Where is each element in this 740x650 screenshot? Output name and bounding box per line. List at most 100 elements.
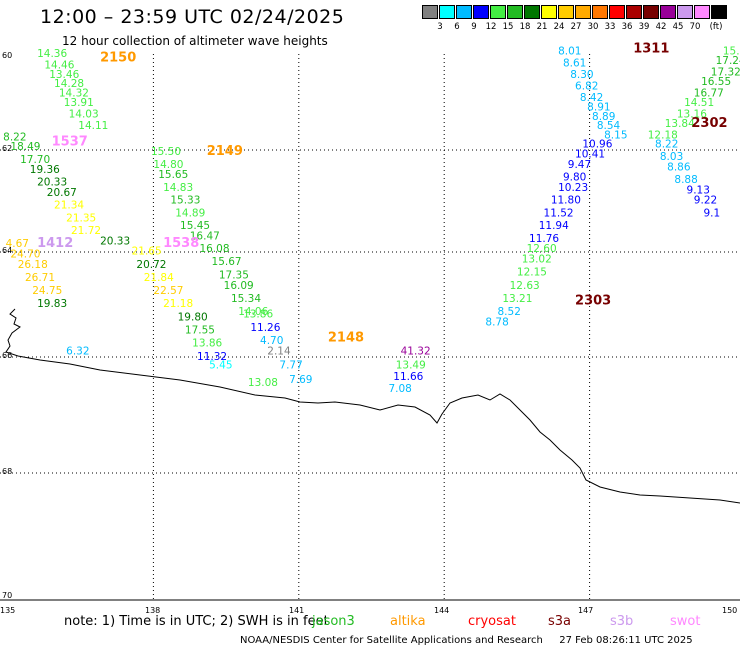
wave-height-value: 11.76 <box>529 233 559 245</box>
wave-height-value: 20.33 <box>100 235 130 247</box>
legend-label: 27 <box>570 22 582 32</box>
legend-swatch <box>507 5 523 19</box>
legend-label: 36 <box>621 22 633 32</box>
wave-height-value: 20.67 <box>47 187 77 199</box>
pass-id-2150: 2150 <box>100 51 136 66</box>
map-title: 12:00 – 23:59 UTC 02/24/2025 <box>40 6 345 28</box>
wave-height-value: 13.16 <box>677 108 707 120</box>
legend-label: 45 <box>672 22 684 32</box>
legend-unit: (ft) <box>709 22 723 32</box>
satellite-legend-cryosat: cryosat <box>468 614 516 629</box>
wave-height-value: 15.34 <box>231 293 261 305</box>
wave-height-value: 14.06 <box>238 306 268 318</box>
legend-label: 15 <box>502 22 514 32</box>
wave-height-value: 11.94 <box>539 220 569 232</box>
wave-height-value: 8.89 <box>592 111 615 123</box>
wave-height-value: 26.71 <box>25 272 55 284</box>
wave-height-value: 13.02 <box>522 254 552 266</box>
wave-height-value: 17.24 <box>716 55 740 67</box>
wave-height-value: 16.55 <box>701 76 731 88</box>
legend-swatch <box>694 5 710 19</box>
wave-height-value: 21.72 <box>71 225 101 237</box>
timestamp: 27 Feb 08:26:11 UTC 2025 <box>559 635 693 646</box>
track-2302: 15.0017.2417.3216.5516.7714.5113.1613.84… <box>648 46 740 220</box>
wave-height-value: 9.22 <box>694 195 717 207</box>
wave-height-value: 10.23 <box>558 182 588 194</box>
wave-height-value: 17.35 <box>219 269 249 281</box>
wave-height-value: 15.50 <box>151 146 181 158</box>
satellite-legend-s3a: s3a <box>548 614 572 629</box>
wave-height-value: 9.13 <box>687 184 710 196</box>
wave-height-value: 21.34 <box>54 200 84 212</box>
pass-id-2303: 2303 <box>575 294 611 309</box>
wave-height-value: 4.67 <box>6 238 29 250</box>
wave-height-value: 4.70 <box>260 335 283 347</box>
wave-height-value: 16.47 <box>190 230 220 242</box>
pass-id-2149: 2149 <box>207 144 243 159</box>
legend-swatch <box>456 5 472 19</box>
wave-height-value: 8.52 <box>498 306 521 318</box>
wave-height-value: 14.51 <box>684 97 714 109</box>
legend-label: 21 <box>536 22 548 32</box>
wave-height-value: 12.18 <box>648 129 678 141</box>
footer: note: 1) Time is in UTC; 2) SWH is in fe… <box>0 612 740 634</box>
wave-height-value: 20.72 <box>136 259 166 271</box>
wave-height-value: 11.80 <box>551 195 581 207</box>
legend-swatch <box>422 5 438 19</box>
legend-swatch <box>592 5 608 19</box>
wave-height-value: 13.84 <box>665 118 695 130</box>
wave-height-value: 24.70 <box>10 248 40 260</box>
altimeter-tracks: 14.3614.4613.4614.2814.3213.9114.0314.11… <box>3 46 740 395</box>
wave-height-value: 26.18 <box>18 259 48 271</box>
legend-swatch <box>609 5 625 19</box>
wave-height-value: 19.36 <box>30 164 60 176</box>
graticule <box>0 54 740 601</box>
wave-height-value: 8.30 <box>570 69 593 81</box>
wave-height-value: 17.32 <box>711 67 740 79</box>
wave-height-value: 14.11 <box>78 120 108 132</box>
wave-height-value: 17.55 <box>185 324 215 336</box>
legend-swatch <box>643 5 659 19</box>
credit-line: NOAA/NESDIS Center for Satellite Applica… <box>240 635 693 646</box>
legend-label: 39 <box>638 22 650 32</box>
wave-height-value: 13.86 <box>192 338 222 350</box>
legend-label: 30 <box>587 22 599 32</box>
wave-height-value: 19.80 <box>178 311 208 323</box>
wave-height-value: 14.32 <box>59 88 89 100</box>
legend-label: 70 <box>689 22 701 32</box>
footer-note: note: 1) Time is in UTC; 2) SWH is in fe… <box>64 614 329 629</box>
wave-height-value: 13.21 <box>502 293 532 305</box>
wave-height-value: 14.46 <box>44 60 74 72</box>
wave-height-value: 15.67 <box>212 256 242 268</box>
pass-id-1412: 1412 <box>37 236 73 251</box>
wave-height-value: 16.08 <box>199 243 229 255</box>
wave-height-value: 15.00 <box>723 46 740 58</box>
wave-height-value: 8.22 <box>3 132 26 144</box>
wave-height-value: 8.86 <box>667 161 691 173</box>
track-2148-b: 13.08 <box>248 377 278 389</box>
pass-id-1537: 1537 <box>52 134 88 149</box>
wave-height-value: 8.91 <box>587 101 610 113</box>
wave-height-value: 8.22 <box>655 139 678 151</box>
wave-height-value: 11.32 <box>197 351 227 363</box>
wave-height-value: 6.32 <box>66 345 89 357</box>
wave-height-value: 8.88 <box>674 174 697 186</box>
legend-label: 33 <box>604 22 616 32</box>
lon-tick-138: 138 <box>145 606 161 615</box>
legend-label: 42 <box>655 22 667 32</box>
legend-swatch <box>473 5 489 19</box>
wave-height-value: 8.15 <box>604 129 627 141</box>
wave-height-value: 11.52 <box>544 207 574 219</box>
lon-tick-141: 141 <box>289 606 305 615</box>
wave-height-value: 2.14 <box>267 345 291 357</box>
map-subtitle: 12 hour collection of altimeter wave hei… <box>62 34 328 48</box>
coastline <box>5 308 740 504</box>
wave-height-value: 21.84 <box>144 272 174 284</box>
legend-label: 12 <box>485 22 497 32</box>
wave-height-value: 13.08 <box>248 377 278 389</box>
wave-height-value: 7.69 <box>289 374 312 386</box>
legend-label: 9 <box>471 22 477 32</box>
